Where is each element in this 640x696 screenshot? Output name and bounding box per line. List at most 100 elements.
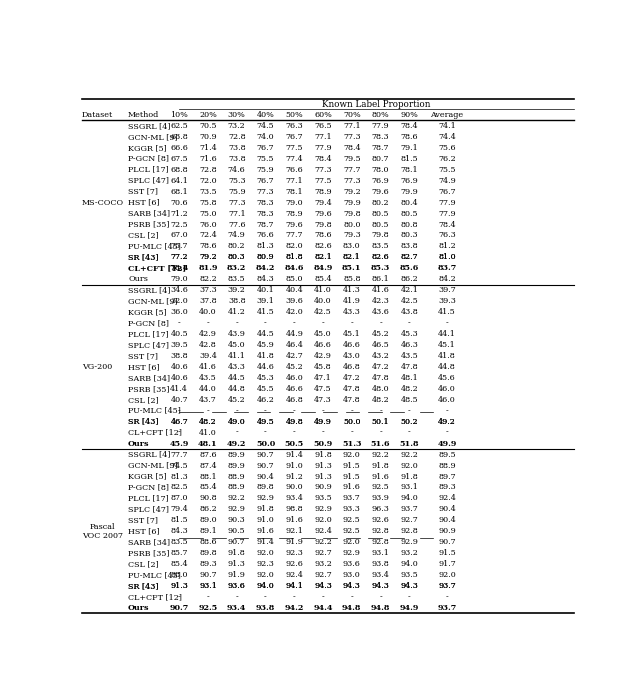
Text: 74.9: 74.9 [438,177,456,184]
Text: 42.5: 42.5 [401,297,418,306]
Text: 85.4: 85.4 [199,484,217,491]
Text: 48.1: 48.1 [198,440,218,448]
Text: 82.0: 82.0 [285,242,303,251]
Text: 44.5: 44.5 [257,330,275,338]
Text: 41.0: 41.0 [199,429,217,436]
Text: GCN-ML [9]: GCN-ML [9] [128,297,178,306]
Text: 82.7: 82.7 [401,253,418,262]
Text: 48.1: 48.1 [401,374,418,382]
Text: 45.9: 45.9 [257,341,275,349]
Text: 89.8: 89.8 [257,484,275,491]
Text: KGGR [5]: KGGR [5] [128,144,167,152]
Text: 91.8: 91.8 [257,505,275,514]
Text: 93.8: 93.8 [256,604,275,612]
Text: CL+CFT [12]: CL+CFT [12] [128,593,182,601]
Text: 40.7: 40.7 [170,396,188,404]
Text: 45.1: 45.1 [343,330,361,338]
Text: 90.7: 90.7 [170,604,189,612]
Text: 92.0: 92.0 [257,549,275,557]
Text: 79.8: 79.8 [372,232,389,239]
Text: 91.6: 91.6 [257,528,275,535]
Text: -: - [445,593,449,601]
Text: -: - [408,429,411,436]
Text: 77.5: 77.5 [285,144,303,152]
Text: 94.3: 94.3 [372,582,390,590]
Text: 45.0: 45.0 [228,341,246,349]
Text: PSRB [35]: PSRB [35] [128,385,170,393]
Text: 94.4: 94.4 [314,604,333,612]
Text: 92.5: 92.5 [372,484,390,491]
Text: 76.7: 76.7 [438,188,456,196]
Text: PLCL [17]: PLCL [17] [128,494,169,503]
Text: -: - [322,429,324,436]
Text: 93.1: 93.1 [199,582,217,590]
Text: 41.9: 41.9 [343,297,361,306]
Text: 43.5: 43.5 [401,352,418,360]
Text: 48.2: 48.2 [199,418,217,426]
Text: 49.9: 49.9 [437,440,457,448]
Text: 82.7: 82.7 [401,253,418,262]
Text: 76.7: 76.7 [257,144,275,152]
Text: KGGR [5]: KGGR [5] [128,308,167,316]
Text: 75.9: 75.9 [257,166,275,174]
Text: 89.9: 89.9 [228,450,246,459]
Text: 94.2: 94.2 [285,604,304,612]
Text: 75.5: 75.5 [257,155,275,163]
Text: 83.5: 83.5 [228,276,246,283]
Text: 50.2: 50.2 [401,418,418,426]
Text: 92.2: 92.2 [401,450,419,459]
Text: 46.4: 46.4 [285,341,303,349]
Text: 79.6: 79.6 [372,188,390,196]
Text: -: - [178,319,180,327]
Text: 79.0: 79.0 [170,276,188,283]
Text: 89.3: 89.3 [438,484,456,491]
Text: 94.3: 94.3 [401,582,419,590]
Text: 70.9: 70.9 [199,133,217,141]
Text: -: - [264,429,267,436]
Text: 34.6: 34.6 [170,286,188,294]
Text: 77.3: 77.3 [257,188,275,196]
Text: 77.1: 77.1 [314,133,332,141]
Text: 82.2: 82.2 [199,276,217,283]
Text: 81.0: 81.0 [438,253,456,262]
Text: 47.2: 47.2 [372,363,390,371]
Text: 93.9: 93.9 [372,494,390,503]
Text: HST [6]: HST [6] [128,198,160,207]
Text: 41.4: 41.4 [170,385,188,393]
Text: PU-MLC [45]: PU-MLC [45] [128,242,181,251]
Text: 40.1: 40.1 [257,286,275,294]
Text: 83.8: 83.8 [401,242,418,251]
Text: 45.1: 45.1 [438,341,456,349]
Text: 43.0: 43.0 [343,352,361,360]
Text: 50%: 50% [285,111,303,119]
Text: 91.5: 91.5 [343,473,361,480]
Text: 92.7: 92.7 [314,549,332,557]
Text: 45.5: 45.5 [257,385,275,393]
Text: 73.5: 73.5 [199,188,217,196]
Text: 91.3: 91.3 [314,461,332,470]
Text: 40.5: 40.5 [170,330,188,338]
Text: 75.5: 75.5 [438,166,456,174]
Text: 93.2: 93.2 [401,549,419,557]
Text: 76.9: 76.9 [372,177,390,184]
Text: 87.6: 87.6 [199,450,217,459]
Text: 78.4: 78.4 [401,122,418,130]
Text: 41.8: 41.8 [257,352,275,360]
Text: -: - [236,319,238,327]
Text: 78.6: 78.6 [314,232,332,239]
Text: 40.4: 40.4 [285,286,303,294]
Text: Dataset: Dataset [82,111,113,119]
Text: -: - [445,406,449,415]
Text: SSGRL [4]: SSGRL [4] [128,122,171,130]
Text: 32.0: 32.0 [170,297,188,306]
Text: 74.5: 74.5 [170,461,188,470]
Text: 50.2: 50.2 [401,418,418,426]
Text: 89.9: 89.9 [228,461,246,470]
Text: 91.8: 91.8 [401,473,418,480]
Text: SR [43]: SR [43] [128,253,159,262]
Text: 76.6: 76.6 [285,166,303,174]
Text: 92.7: 92.7 [314,571,332,579]
Text: SSGRL [4]: SSGRL [4] [128,450,171,459]
Text: 47.8: 47.8 [343,396,360,404]
Text: 79.0: 79.0 [285,198,303,207]
